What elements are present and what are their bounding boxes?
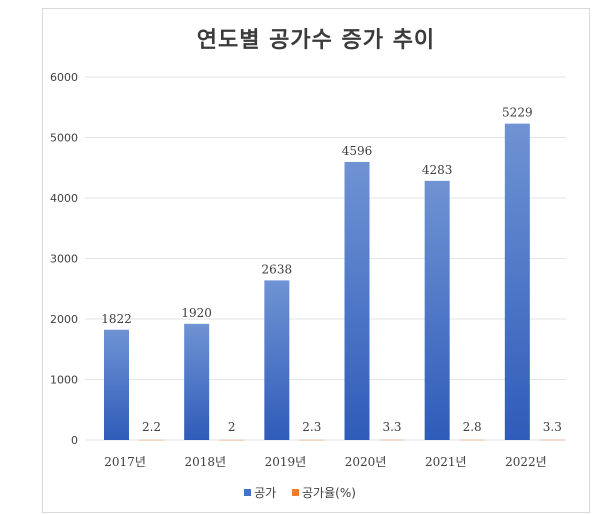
x-tick-label: 2020년 — [345, 455, 387, 469]
data-label-vacancy: 4596 — [342, 144, 373, 158]
x-tick-label: 2019년 — [265, 455, 307, 469]
x-tick-label: 2022년 — [505, 455, 547, 469]
legend-swatch-vacancy-rate — [292, 489, 300, 496]
data-label-vacancy-rate: 3.3 — [382, 420, 401, 434]
data-label-vacancy: 5229 — [502, 106, 533, 120]
y-tick-label: 6000 — [50, 71, 78, 84]
data-label-vacancy: 4283 — [422, 163, 453, 177]
data-label-vacancy-rate: 2.8 — [463, 420, 482, 434]
legend-label-vacancy: 공가 — [254, 486, 277, 500]
data-label-vacancy-rate: 2 — [228, 420, 236, 434]
bar-vacancy — [104, 329, 129, 440]
data-label-vacancy-rate: 2.2 — [142, 420, 161, 434]
legend: 공가 공가율(%) — [0, 484, 600, 501]
chart-title: 연도별 공가수 증가 추이 — [196, 28, 436, 53]
y-tick-label: 0 — [71, 434, 78, 447]
x-tick-label: 2021년 — [425, 455, 467, 469]
data-label-vacancy: 1920 — [181, 306, 212, 320]
legend-item-vacancy: 공가 — [244, 484, 276, 501]
chart-frame — [42, 8, 590, 513]
y-tick-label: 3000 — [50, 253, 78, 266]
data-label-vacancy-rate: 3.3 — [543, 420, 562, 434]
bar-vacancy — [504, 123, 530, 440]
bar-vacancy — [424, 180, 450, 441]
bar-vacancy — [344, 161, 370, 440]
data-label-vacancy: 2638 — [262, 262, 293, 276]
y-tick-label: 5000 — [50, 132, 78, 145]
bar-vacancy — [184, 323, 210, 440]
y-tick-label: 1000 — [50, 374, 78, 387]
y-tick-label: 2000 — [50, 313, 78, 326]
legend-item-vacancy-rate: 공가율(%) — [292, 484, 356, 501]
x-tick-label: 2017년 — [104, 455, 146, 469]
data-label-vacancy-rate: 2.3 — [302, 420, 321, 434]
bar-vacancy — [264, 280, 290, 440]
legend-swatch-vacancy — [244, 489, 252, 496]
y-tick-label: 4000 — [50, 192, 78, 205]
legend-label-vacancy-rate: 공가율(%) — [302, 486, 356, 500]
data-label-vacancy: 1822 — [101, 312, 132, 326]
x-tick-label: 2018년 — [184, 455, 226, 469]
